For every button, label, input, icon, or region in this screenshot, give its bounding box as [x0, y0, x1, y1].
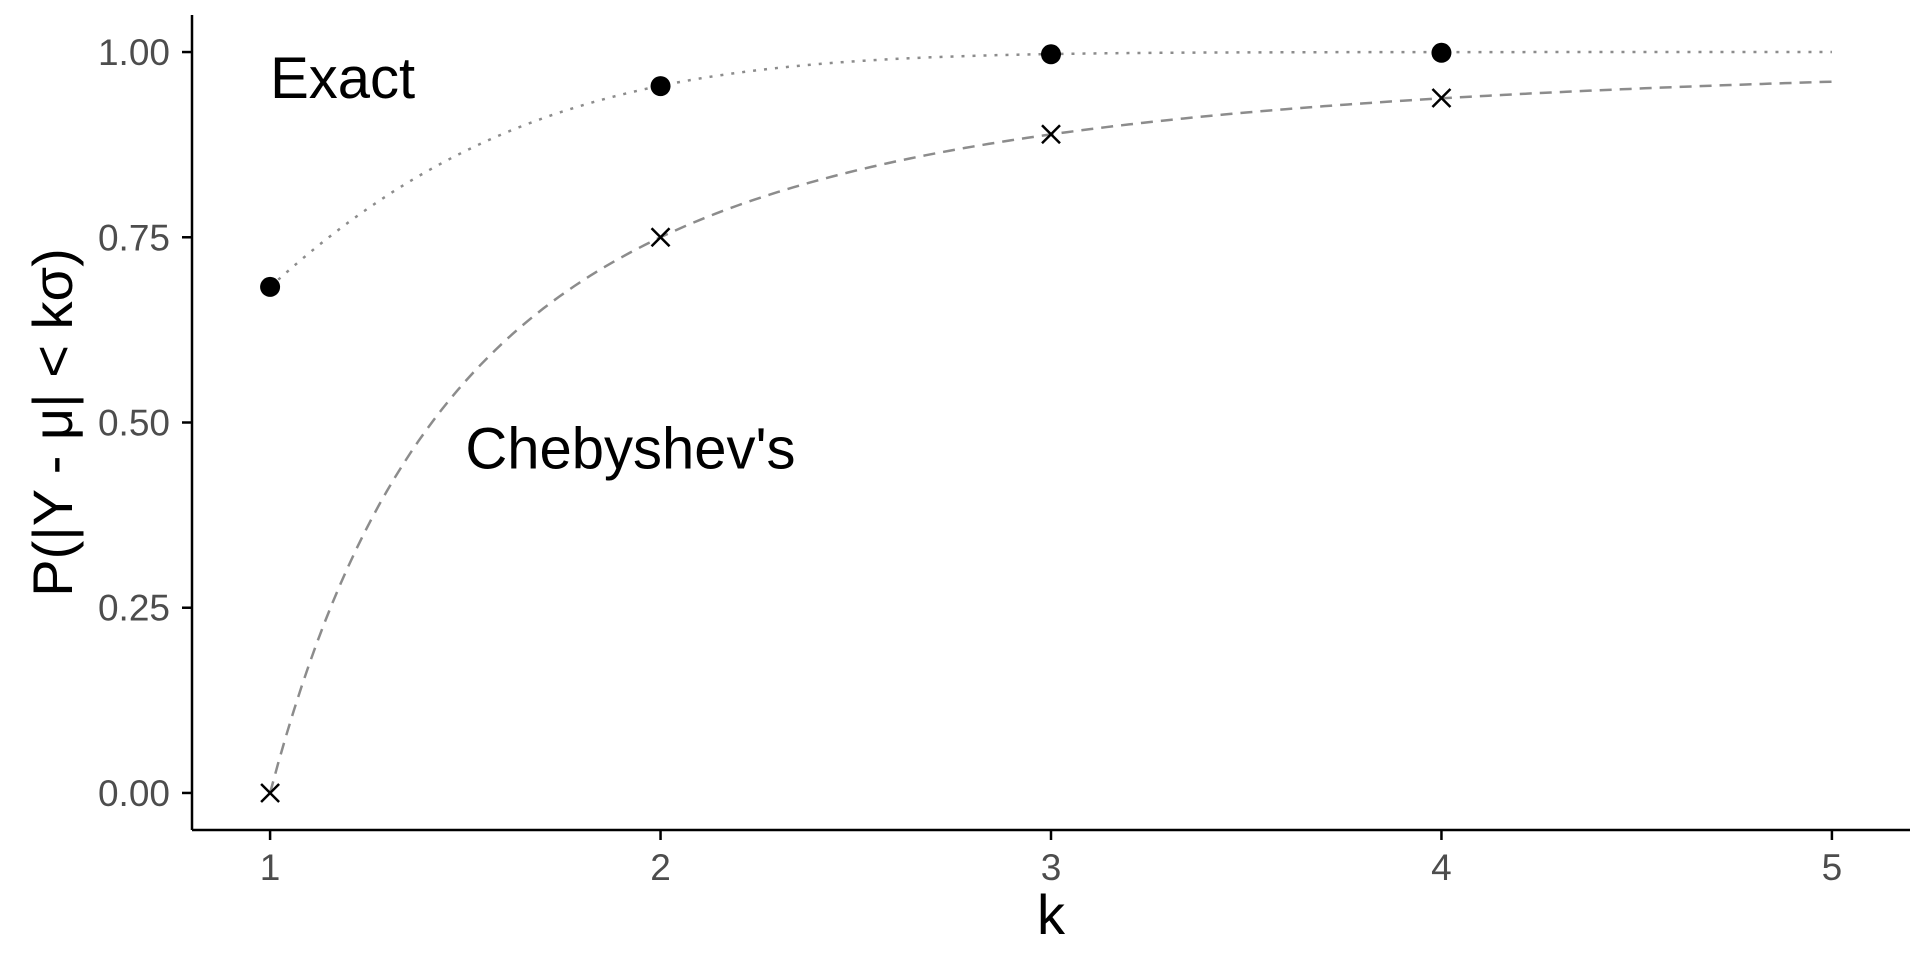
point-exact [1041, 44, 1061, 65]
y-tick-label: 0.75 [98, 217, 170, 258]
point-chebyshev [1041, 124, 1061, 145]
point-chebyshev [1431, 88, 1452, 108]
annotation-exact: Exact [270, 46, 415, 111]
y-tick-label: 0.00 [98, 773, 170, 814]
x-axis-ticks: 1 2 3 4 5 [260, 830, 1842, 888]
y-tick-label: 0.25 [98, 588, 170, 629]
x-tick-label: 4 [1431, 847, 1452, 888]
annotation-chebyshev: Chebyshev's [465, 416, 795, 481]
x-tick-label: 2 [650, 847, 671, 888]
y-tick-label: 0.50 [98, 403, 170, 444]
data-points [260, 42, 1452, 803]
x-tick-label: 5 [1822, 847, 1843, 888]
point-chebyshev [260, 783, 280, 803]
y-axis-title: P(|Y - μ| < kσ) [21, 248, 84, 597]
curve-exact [269, 50, 1832, 289]
point-chebyshev [650, 227, 671, 248]
x-tick-label: 3 [1041, 847, 1062, 888]
point-exact [1431, 42, 1452, 63]
point-exact [650, 76, 671, 97]
x-tick-label: 1 [260, 847, 281, 888]
y-tick-label: 1.00 [98, 32, 170, 73]
y-axis-ticks: 0.00 0.25 0.50 0.75 1.00 [98, 32, 192, 814]
x-axis-title: k [1037, 883, 1066, 946]
point-exact [260, 276, 281, 297]
